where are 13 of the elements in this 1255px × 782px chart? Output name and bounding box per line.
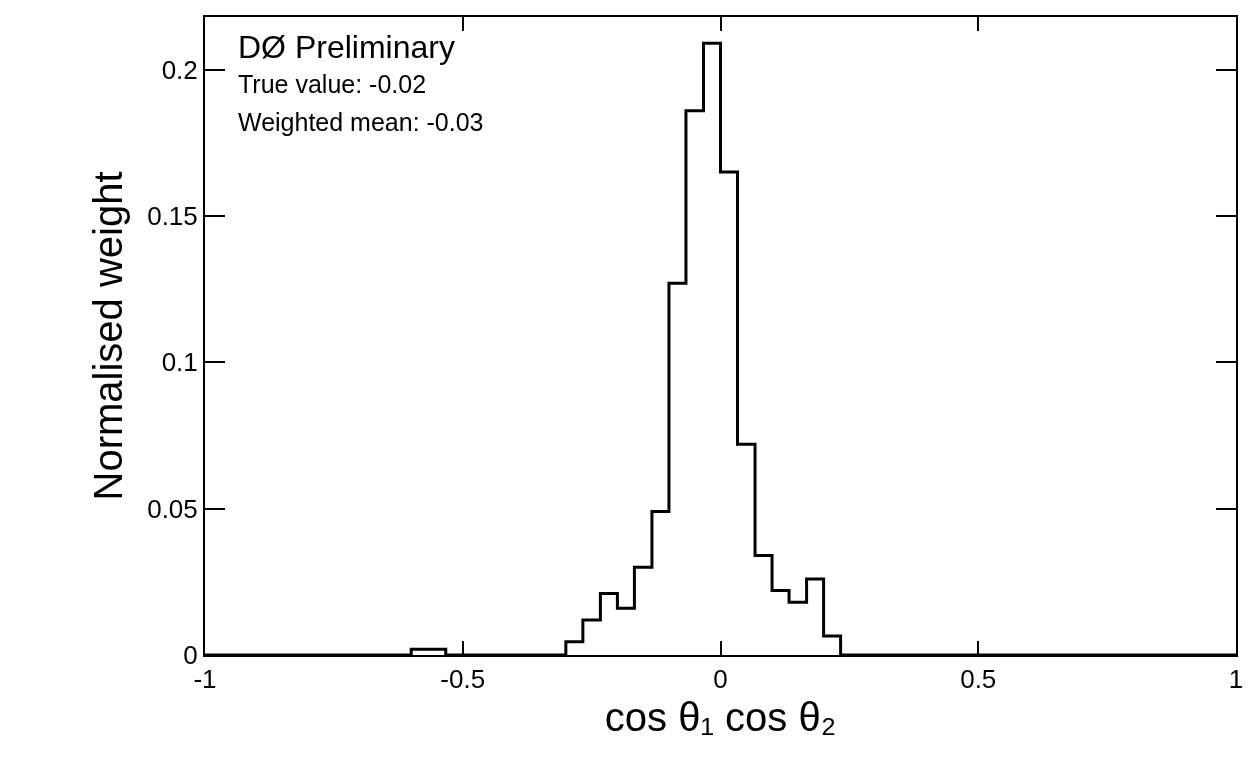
x-tick-label: 1	[1228, 664, 1244, 695]
x-tick-label: 0	[713, 664, 728, 695]
y-tick-label: 0.15	[147, 201, 198, 232]
x-tick-label: 0.5	[960, 664, 997, 695]
x-axis-title: cos θ₁ cos θ₂	[604, 695, 837, 740]
x-tick-label: -0.5	[440, 664, 486, 695]
annotation: DØ Preliminary	[238, 29, 455, 65]
annotation: True value: -0.02	[238, 70, 427, 98]
annotation: Weighted mean: -0.03	[238, 108, 484, 136]
y-tick-label: 0.05	[147, 493, 198, 524]
y-tick-label: 0.1	[161, 347, 198, 378]
y-axis-title: Normalised weight	[86, 171, 131, 501]
y-tick-label: 0.2	[161, 54, 198, 85]
